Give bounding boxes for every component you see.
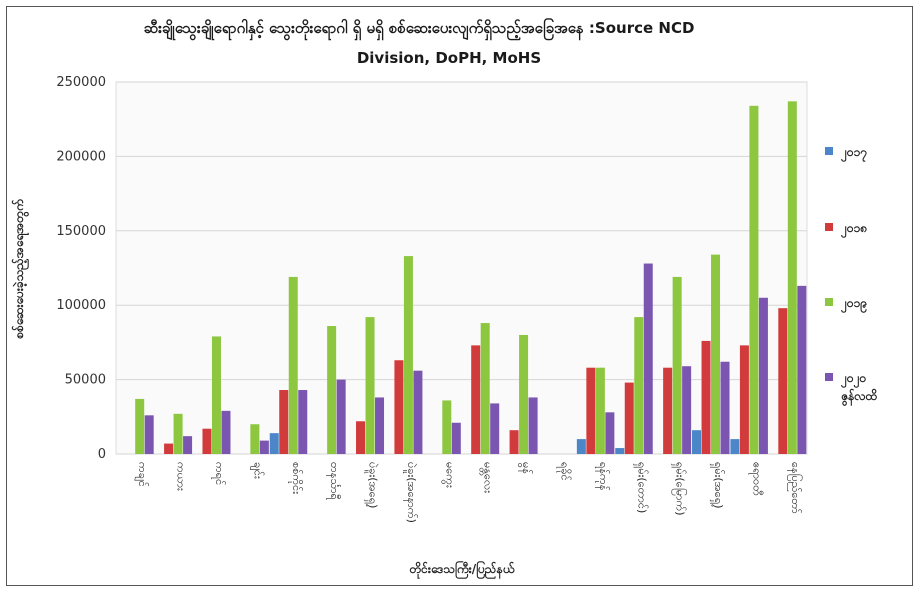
y-axis-label: စစ်ဆေးပေးခဲ့သည့်အရေအတွက် [10, 199, 30, 340]
bar [490, 403, 500, 454]
x-tick-label: မွန် [518, 462, 533, 474]
x-axis-label: တိုင်းဒေသကြီး/ပြည်နယ် [409, 559, 515, 580]
bar [682, 366, 692, 454]
x-tick-label: ရှမ်း(မြောက်) [672, 462, 688, 516]
bar [787, 101, 797, 455]
legend-label: ၂၀၁၈ [840, 221, 867, 239]
x-axis-categories: ကချင် ကယား ကရင် ချင်း စစ်ကိုင်း တနင်္သာရီ ပဲခူ… [134, 462, 803, 523]
bar [298, 390, 308, 454]
bar [442, 400, 452, 454]
bar [643, 263, 653, 454]
x-tick-label: ပဲခူး(အရှေ့) [365, 462, 380, 508]
bar [375, 397, 385, 454]
chart-frame: ဆီးချိုသွေးချိုရောဂါနှင့် သွေးတိုးရောဂါ … [6, 6, 913, 586]
bar [269, 433, 279, 454]
bar [327, 326, 337, 454]
bar [471, 345, 481, 454]
bar [624, 382, 634, 454]
x-tick-label: မကွေး [441, 462, 456, 488]
bar [605, 412, 615, 454]
x-tick-label: ချင်း [249, 462, 264, 479]
bar [394, 360, 404, 454]
legend-label: ၂၀၁၉ [840, 296, 867, 314]
y-axis-ticks: 0 50000 100000 150000 200000 250000 [56, 75, 106, 462]
x-tick-label: ကယား [175, 462, 188, 491]
bar [221, 410, 231, 454]
bar [279, 390, 289, 454]
bar [672, 276, 682, 454]
bar [202, 428, 212, 454]
bar [336, 379, 346, 454]
y-tick-label: 150000 [56, 224, 106, 239]
bar [519, 334, 529, 454]
bar [576, 439, 586, 454]
y-tick-label: 0 [98, 447, 106, 462]
bar [144, 415, 154, 454]
bar [586, 367, 596, 454]
bar [164, 443, 174, 454]
bar [692, 430, 702, 454]
bar [528, 397, 538, 454]
bar [365, 317, 375, 454]
bar [183, 436, 193, 454]
legend-swatch [825, 298, 833, 306]
bar [403, 256, 413, 454]
x-tick-label: ရှမ်း(တောင်) [633, 462, 648, 513]
bar [173, 413, 183, 454]
x-tick-label: ရခိုင် [556, 462, 571, 481]
bar [797, 285, 807, 454]
bar [720, 361, 730, 454]
bar [595, 367, 605, 454]
bars [135, 101, 807, 455]
chart-subtitle: Division, DoPH, MoHS [357, 49, 541, 67]
x-tick-label: ပဲခူး(အနောက်) [403, 462, 418, 523]
x-tick-label: မန္တလေး [480, 462, 495, 493]
legend-swatch [825, 373, 833, 381]
bar [663, 367, 673, 454]
x-tick-label: နေပြည်တော် [787, 462, 803, 514]
x-tick-label: စစ်ကိုင်း [288, 462, 303, 494]
bar [356, 421, 366, 454]
chart-title: ဆီးချိုသွေးချိုရောဂါနှင့် သွေးတိုးရောဂါ … [144, 17, 695, 41]
bar [250, 424, 260, 454]
bar [135, 398, 145, 454]
legend-swatch [825, 147, 833, 155]
bar [451, 422, 461, 454]
bar [739, 345, 749, 454]
legend-swatch [825, 223, 833, 231]
x-tick-label: ကချင် [134, 462, 149, 487]
bar [259, 440, 269, 454]
bar [615, 448, 625, 454]
plot-area [115, 81, 808, 455]
x-tick-label: ရှမ်း(အရှေ့) [710, 462, 725, 509]
grid [116, 81, 807, 455]
bar [730, 439, 740, 454]
bar [480, 323, 490, 454]
legend-label: ၂၀၂၀ [840, 371, 867, 389]
y-tick-label: 100000 [56, 298, 106, 313]
bar [711, 254, 721, 454]
chart: ဆီးချိုသွေးချိုရောဂါနှင့် သွေးတိုးရောဂါ … [10, 17, 878, 580]
bar [701, 340, 711, 454]
bar [288, 276, 298, 454]
bar [509, 430, 519, 454]
y-tick-label: 50000 [65, 373, 106, 388]
x-tick-label: တနင်္သာရီ [326, 462, 341, 501]
x-tick-label: ရန်ကုန် [595, 462, 610, 490]
bar [778, 308, 788, 454]
y-tick-label: 200000 [56, 149, 106, 164]
x-tick-label: ကရင် [211, 462, 226, 485]
legend-label: ၂၀၁၇ [840, 145, 867, 163]
bar [758, 297, 768, 454]
y-tick-label: 250000 [56, 75, 106, 90]
legend-label: ဇွန်လထိ [840, 387, 878, 407]
bar [749, 105, 759, 455]
x-tick-label: ဧရာဝတီ [748, 462, 763, 496]
bar [211, 336, 221, 454]
bar [413, 370, 423, 454]
bar [634, 317, 644, 454]
